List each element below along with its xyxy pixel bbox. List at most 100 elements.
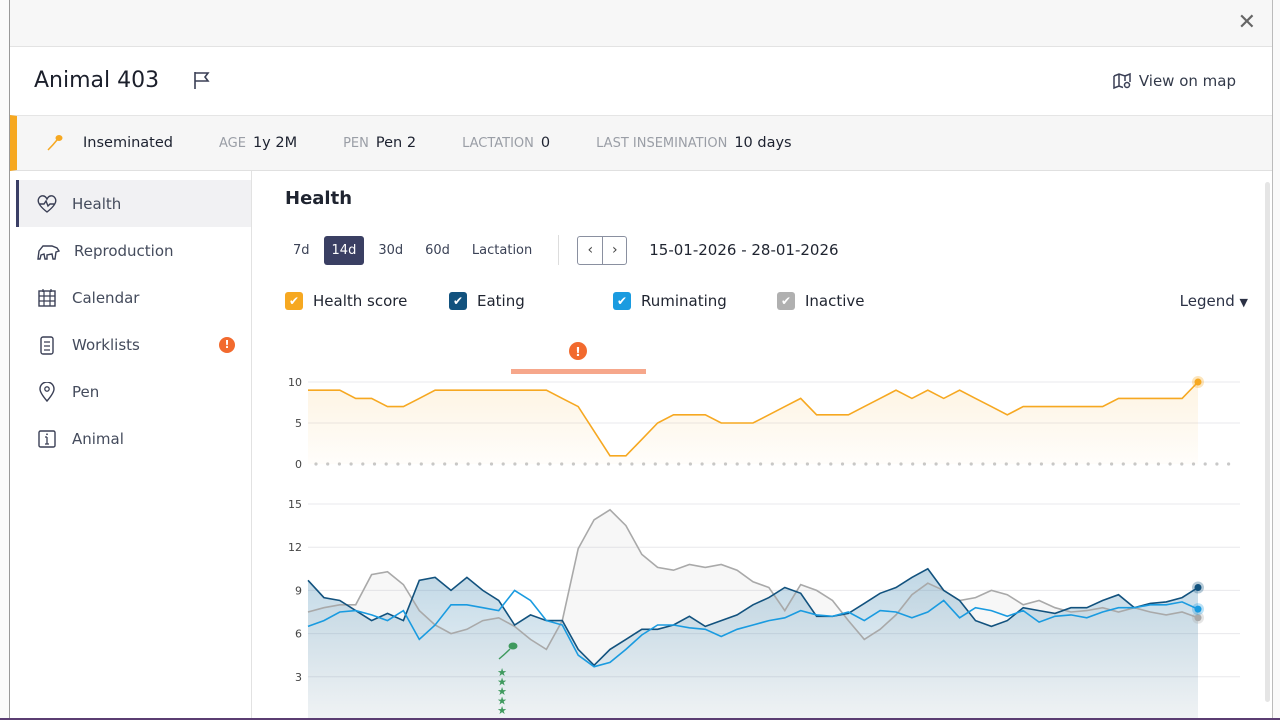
worklists-alert-badge: !	[219, 336, 235, 353]
series-line-inactive	[307, 508, 1199, 651]
view-on-map-label: View on map	[1138, 72, 1236, 90]
animal-modal: ✕ Animal 403 View on map Inseminated AGE…	[9, 0, 1273, 720]
modal-topbar: ✕	[10, 0, 1272, 47]
chevron-right-icon[interactable]: ›	[602, 236, 626, 264]
sidebar-item-label: Pen	[72, 382, 100, 401]
alert-period-bar	[511, 369, 646, 374]
series-area-eating	[308, 568, 1198, 720]
sidebar-item-label: Calendar	[72, 288, 140, 307]
toggle-label: Ruminating	[641, 292, 727, 310]
animal-header: Animal 403 View on map	[10, 48, 1272, 115]
alert-icon-glyph: !	[575, 345, 580, 359]
y-tick-label: 6	[295, 628, 302, 641]
y-tick-label: 12	[288, 541, 302, 554]
range-60d[interactable]: 60d	[425, 242, 450, 258]
series-end-point-ruminating	[1194, 605, 1202, 613]
divider	[558, 235, 560, 265]
checkbox-checked-icon: ✔	[777, 292, 795, 310]
calendar-icon	[38, 288, 56, 307]
flag-icon[interactable]	[192, 70, 212, 90]
heart-pulse-icon	[37, 194, 57, 213]
sperm-icon-tail	[498, 648, 511, 660]
animal-info-bar: Inseminated AGE 1y 2M PEN Pen 2 LACTATIO…	[10, 115, 1272, 171]
close-icon[interactable]: ✕	[1237, 10, 1256, 35]
status-value: Inseminated	[83, 135, 173, 151]
toggle-label: Eating	[477, 292, 525, 310]
checkbox-checked-icon: ✔	[449, 292, 467, 310]
toggle-label: Health score	[313, 292, 408, 310]
last-insemination-value: 10 days	[734, 135, 792, 151]
y-tick-label: 3	[295, 671, 302, 684]
lactation-value: 0	[540, 135, 551, 151]
page-title: Animal 403	[34, 68, 160, 93]
zero-line-dot	[1203, 462, 1207, 466]
toggle-eating[interactable]: ✔ Eating	[449, 292, 613, 310]
health-panel: Health 7d 14d 30d 60d Lactation ‹ › 15-0…	[253, 171, 1272, 720]
section-title: Health	[285, 188, 353, 209]
toggle-health-score[interactable]: ✔ Health score	[285, 292, 449, 310]
series-end-point-inactive	[1194, 614, 1202, 622]
y-tick-label: 0	[295, 458, 302, 471]
sidebar-item-label: Worklists	[72, 335, 140, 354]
scrollbar[interactable]	[1265, 182, 1270, 702]
sperm-icon	[47, 135, 63, 151]
legend-label: Legend	[1179, 292, 1235, 310]
date-navigation: ‹ ›	[577, 235, 628, 265]
series-end-point-eating	[1194, 584, 1202, 592]
caret-down-icon: ▼	[1239, 296, 1248, 309]
view-on-map-button[interactable]: View on map	[1113, 72, 1236, 90]
sperm-icon	[508, 642, 518, 650]
map-icon	[1113, 72, 1131, 90]
range-selector: 7d 14d 30d 60d Lactation ‹ › 15-01-2026 …	[285, 235, 839, 265]
last-insemination-label: LAST INSEMINATION	[596, 135, 728, 151]
chevron-left-icon[interactable]: ‹	[587, 241, 594, 258]
series-line-health-score	[308, 381, 1199, 457]
toggle-ruminating[interactable]: ✔ Ruminating	[613, 292, 777, 310]
pen-label: PEN	[343, 135, 369, 151]
y-tick-label: 5	[295, 417, 302, 430]
star-icon: ★	[497, 676, 507, 689]
range-7d[interactable]: 7d	[293, 242, 310, 258]
star-icon: ★	[497, 695, 507, 708]
y-tick-label: 15	[288, 498, 302, 511]
sidebar-item-calendar[interactable]: Calendar	[16, 274, 251, 321]
sidebar-item-label: Health	[72, 194, 122, 213]
window-edge	[0, 718, 1280, 720]
sidebar-item-animal[interactable]: Animal	[16, 415, 251, 462]
info-icon	[38, 429, 56, 448]
clipboard-icon	[40, 335, 54, 355]
series-line-eating	[307, 567, 1199, 667]
sidebar: Health Reproduction Calendar Worklists !…	[16, 171, 252, 720]
zero-line-dot	[1227, 462, 1231, 466]
series-end-point-health-score	[1194, 378, 1202, 386]
checkbox-checked-icon: ✔	[613, 292, 631, 310]
alert-icon	[569, 342, 587, 360]
y-tick-label: 10	[288, 376, 302, 389]
range-lactation[interactable]: Lactation	[471, 242, 533, 258]
lactation-label: LACTATION	[462, 135, 534, 151]
star-icon: ★	[497, 704, 507, 717]
sidebar-item-label: Animal	[72, 429, 124, 448]
age-label: AGE	[218, 135, 246, 151]
sidebar-item-worklists[interactable]: Worklists !	[16, 321, 251, 368]
range-14d[interactable]: 14d	[323, 235, 365, 265]
sidebar-item-health[interactable]: Health	[16, 180, 251, 227]
y-tick-label: 9	[295, 584, 302, 597]
legend-dropdown[interactable]: Legend ▼	[1180, 292, 1248, 310]
pen-value: Pen 2	[375, 135, 417, 151]
cow-icon	[37, 244, 60, 260]
age-value: 1y 2M	[252, 135, 298, 151]
zero-line-dot	[1215, 462, 1219, 466]
toggle-label: Inactive	[805, 292, 865, 310]
location-pin-icon	[39, 381, 55, 402]
toggle-inactive[interactable]: ✔ Inactive	[777, 292, 865, 310]
checkbox-checked-icon: ✔	[285, 292, 303, 310]
star-icon: ★	[497, 666, 507, 679]
series-line-ruminating	[307, 589, 1199, 668]
sidebar-item-pen[interactable]: Pen	[16, 368, 251, 415]
series-toggles: ✔ Health score ✔ Eating ✔ Ruminating ✔ Inact…	[285, 292, 1248, 310]
sidebar-item-reproduction[interactable]: Reproduction	[16, 227, 251, 274]
range-30d[interactable]: 30d	[378, 242, 404, 258]
date-range: 15-01-2026 - 28-01-2026	[649, 241, 839, 259]
